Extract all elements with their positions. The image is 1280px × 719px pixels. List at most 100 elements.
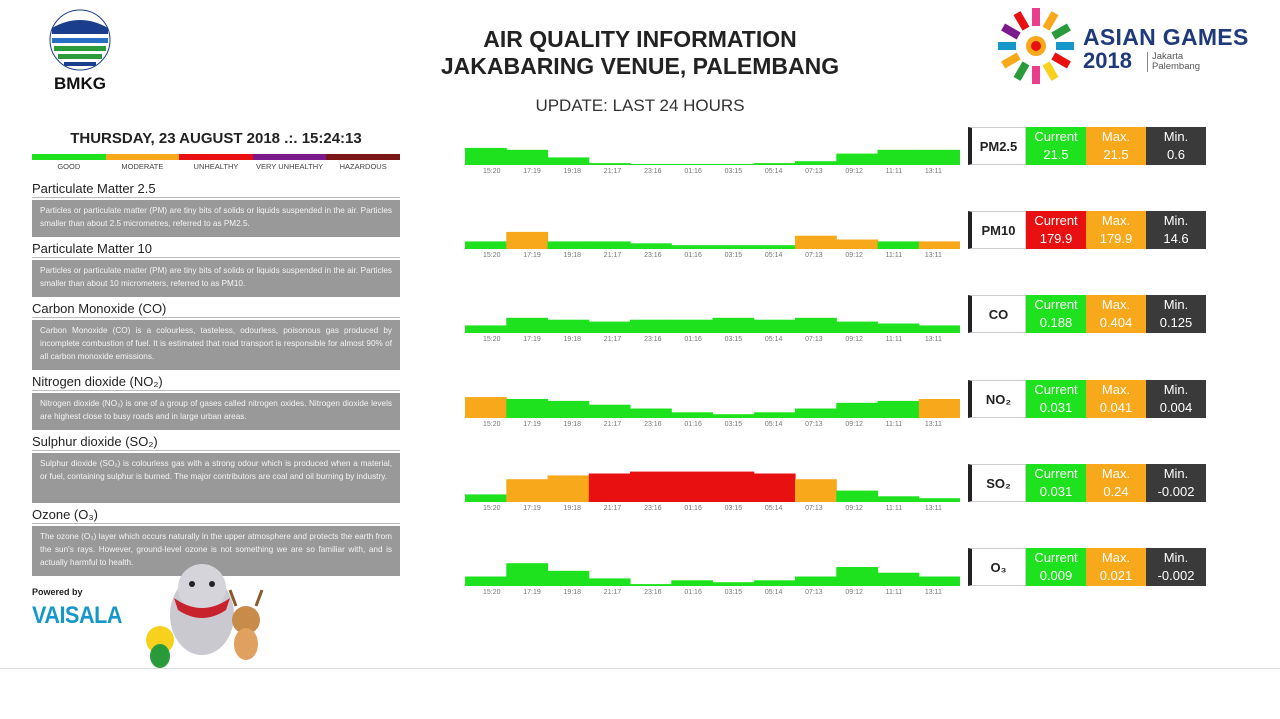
tick-label: 03:15	[724, 505, 743, 512]
tick-label: 19:18	[563, 336, 582, 343]
tick-label: 09:12	[845, 505, 863, 512]
current-label: Current	[1034, 466, 1078, 481]
asian-games-year: 2018	[1083, 48, 1132, 73]
tick-label: 07:13	[805, 336, 823, 343]
current-value: 21.5	[1043, 147, 1069, 162]
tick-label: 17:19	[523, 336, 541, 343]
chart-bar	[918, 576, 960, 586]
max-cell: Max. 21.5	[1086, 127, 1146, 165]
max-value: 21.5	[1103, 147, 1129, 162]
chart-bar	[547, 241, 590, 249]
tick-label: 09:12	[845, 589, 863, 596]
so2-panel: SO₂ Current 0.031 Max. 0.24 Min. -0.002	[968, 464, 1206, 502]
current-cell: Current 0.188	[1026, 295, 1086, 333]
chart-bar	[465, 325, 507, 333]
tick-label: 23:16	[644, 168, 662, 175]
asian-games-cities: Jakarta Palembang	[1147, 52, 1200, 72]
scale-moderate	[105, 154, 180, 160]
vaisala-logo: VAISALA	[32, 602, 123, 629]
o3-panel: O₃ Current 0.009 Max. 0.021 Min. -0.002	[968, 548, 1206, 586]
time-axis: 15:20 17:19 19:18 21:17 23:16 01:16 03:15 05:14…	[465, 421, 960, 428]
section-desc-no2: Nitrogen dioxide (NO₂) is one of a group…	[32, 393, 400, 430]
chart-bar	[712, 164, 755, 165]
max-label: Max.	[1101, 213, 1131, 228]
footer-divider	[0, 668, 1280, 669]
max-cell: Max. 0.404	[1086, 295, 1146, 333]
min-label: Min.	[1163, 382, 1189, 397]
tick-label: 05:14	[764, 505, 783, 512]
tick-label: 21:17	[603, 252, 622, 259]
min-label: Min.	[1163, 297, 1189, 312]
tick-label: 13:11	[924, 589, 942, 596]
chart-bar	[465, 397, 507, 418]
tick-label: 01:16	[684, 336, 702, 343]
min-label: Min.	[1163, 129, 1189, 144]
chart-bar	[465, 494, 507, 502]
chart-bar	[547, 157, 590, 165]
tick-label: 19:18	[563, 505, 582, 512]
current-cell: Current 21.5	[1026, 127, 1086, 165]
scale-label: VERY UNHEALTHY	[256, 162, 324, 171]
pollutant-name: PM2.5	[968, 127, 1026, 165]
chart-bar	[712, 414, 755, 418]
time-axis: 15:20 17:19 19:18 21:17 23:16 01:16 03:15 05:14…	[465, 336, 960, 343]
tick-label: 23:16	[644, 336, 662, 343]
chart-bar	[836, 490, 879, 502]
chart-5	[465, 563, 960, 586]
scale-label: GOOD	[57, 162, 81, 171]
tick-label: 19:18	[563, 589, 582, 596]
pm10-panel: PM10 Current 179.9 Max. 179.9 Min. 14.6	[968, 211, 1206, 249]
mascots-illustration	[146, 564, 264, 668]
tick-label: 07:13	[805, 589, 823, 596]
tick-label: 03:15	[724, 252, 743, 259]
tick-label: 11:11	[885, 168, 903, 175]
min-cell: Min. 0.6	[1146, 127, 1206, 165]
pollutant-name: O₃	[968, 548, 1026, 586]
chart-bar	[465, 241, 507, 249]
min-cell: Min. -0.002	[1146, 548, 1206, 586]
max-value: 0.24	[1103, 484, 1129, 499]
no2-panel: NO₂ Current 0.031 Max. 0.041 Min. 0.004	[968, 380, 1206, 418]
scale-unhealthy	[179, 154, 253, 160]
chart-bar	[753, 580, 796, 586]
chart-bar	[506, 479, 549, 502]
chart-bar	[465, 576, 507, 586]
tick-label: 15:20	[483, 589, 501, 596]
section-desc-pm10: Particles or particulate matter (PM) are…	[32, 260, 400, 297]
current-value: 0.009	[1039, 568, 1073, 583]
section-desc-o3: The ozone (O₃) layer which occurs natura…	[32, 526, 400, 576]
chart-bar	[795, 576, 837, 586]
tick-label: 19:18	[563, 168, 582, 175]
min-cell: Min. 0.004	[1146, 380, 1206, 418]
chart-4	[465, 471, 960, 502]
max-value: 0.404	[1099, 315, 1133, 330]
chart-bar	[836, 321, 879, 333]
current-label: Current	[1034, 129, 1078, 144]
chart-bar	[588, 473, 631, 502]
chart-bar	[630, 164, 672, 165]
tick-label: 21:17	[603, 168, 622, 175]
chart-1	[465, 231, 960, 249]
chart-bar	[836, 239, 879, 249]
current-label: Current	[1034, 382, 1078, 397]
pollutant-name: SO₂	[968, 464, 1026, 502]
tick-label: 07:13	[805, 421, 823, 428]
max-cell: Max. 0.041	[1086, 380, 1146, 418]
chart-bar	[877, 323, 920, 333]
chart-bar	[712, 582, 755, 586]
chart-bar	[753, 245, 796, 249]
scale-label: UNHEALTHY	[193, 162, 239, 171]
chart-bar	[836, 153, 879, 165]
tick-label: 21:17	[603, 421, 622, 428]
chart-bar	[795, 235, 837, 249]
chart-3	[465, 397, 960, 418]
chart-bar	[671, 412, 714, 418]
tick-label: 05:14	[764, 336, 783, 343]
chart-bar	[795, 317, 837, 333]
city-palembang: Palembang	[1152, 61, 1201, 72]
chart-bar	[506, 317, 549, 333]
chart-bar	[630, 584, 672, 586]
chart-bar	[671, 245, 714, 249]
chart-bar	[836, 567, 879, 586]
current-value: 0.031	[1039, 400, 1073, 415]
